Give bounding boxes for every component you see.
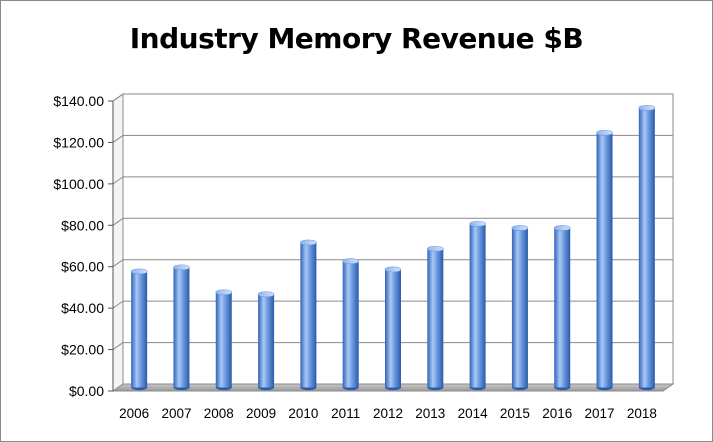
- bar: [384, 266, 402, 391]
- x-tick-label: 2016: [542, 406, 572, 421]
- bar: [342, 258, 359, 391]
- bar: [511, 225, 529, 391]
- bar: [596, 129, 613, 391]
- x-tick-label: 2013: [415, 406, 445, 421]
- bar-top: [638, 104, 656, 111]
- bar: [130, 268, 148, 391]
- y-tick-label: $40.00: [61, 300, 104, 316]
- chart-title: Industry Memory Revenue $B: [129, 22, 584, 55]
- bar: [638, 104, 656, 391]
- bar-body: [215, 292, 232, 388]
- bar-body: [427, 248, 444, 388]
- gridline-side: [112, 135, 124, 143]
- label-layer: $0.00 $20.00 $40.00 $60.00 $80.00 $100.00 $120…: [53, 93, 656, 421]
- y-tick-label: $0.00: [69, 383, 104, 399]
- x-tick-label: 2010: [288, 406, 318, 421]
- bar-body: [554, 228, 571, 388]
- bar-top: [427, 245, 444, 252]
- x-tick-label: 2009: [246, 406, 276, 421]
- bar-body: [638, 107, 655, 388]
- y-tick-label: $140.00: [53, 93, 104, 109]
- bar-top: [384, 266, 402, 273]
- bar-top: [173, 264, 190, 271]
- gridline-side: [112, 93, 124, 102]
- bar-body: [258, 294, 275, 388]
- bar: [553, 225, 571, 391]
- bar-body: [300, 242, 317, 388]
- gridline-side: [112, 259, 124, 268]
- gridline-side: [112, 300, 124, 309]
- bar-top: [342, 258, 359, 265]
- bar-body: [511, 228, 528, 388]
- bar: [300, 239, 317, 391]
- bar-top: [469, 220, 486, 227]
- y-tick-label: $120.00: [53, 134, 104, 150]
- gridline-side: [112, 217, 124, 226]
- x-tick-label: 2006: [119, 406, 149, 421]
- bar-body: [596, 132, 613, 388]
- bar-top: [130, 268, 148, 275]
- y-tick-label: $20.00: [61, 342, 104, 358]
- x-tick-label: 2014: [458, 406, 489, 421]
- x-tick-label: 2017: [585, 406, 615, 421]
- bar-body: [385, 269, 401, 388]
- x-tick-label: 2012: [373, 406, 403, 421]
- x-tick-label: 2008: [204, 406, 234, 421]
- bar-body: [342, 261, 359, 388]
- x-tick-label: 2018: [627, 406, 657, 421]
- x-tick-label: 2015: [500, 406, 530, 421]
- bar-body: [469, 223, 486, 388]
- bar-top: [553, 225, 571, 231]
- y-tick-label: $100.00: [53, 176, 104, 192]
- gridline-side: [112, 342, 124, 350]
- bar-top: [300, 239, 317, 246]
- y-tick-label: $60.00: [61, 259, 104, 275]
- bar-top: [511, 225, 529, 231]
- x-tick-label: 2011: [331, 406, 360, 421]
- gridline-side: [112, 176, 124, 185]
- bar-body: [173, 267, 190, 388]
- bar: [469, 220, 486, 391]
- bar: [427, 245, 444, 391]
- bar: [173, 264, 190, 391]
- bar-top: [215, 289, 233, 296]
- bar-body: [131, 271, 148, 388]
- bar-top: [257, 291, 275, 298]
- y-tick-label: $80.00: [61, 217, 104, 233]
- bar-top: [596, 129, 613, 136]
- x-tick-label: 2007: [161, 406, 191, 421]
- axis-layer: [108, 100, 114, 392]
- bar: [257, 291, 275, 391]
- bar-layer: [130, 104, 656, 391]
- bar: [215, 289, 233, 391]
